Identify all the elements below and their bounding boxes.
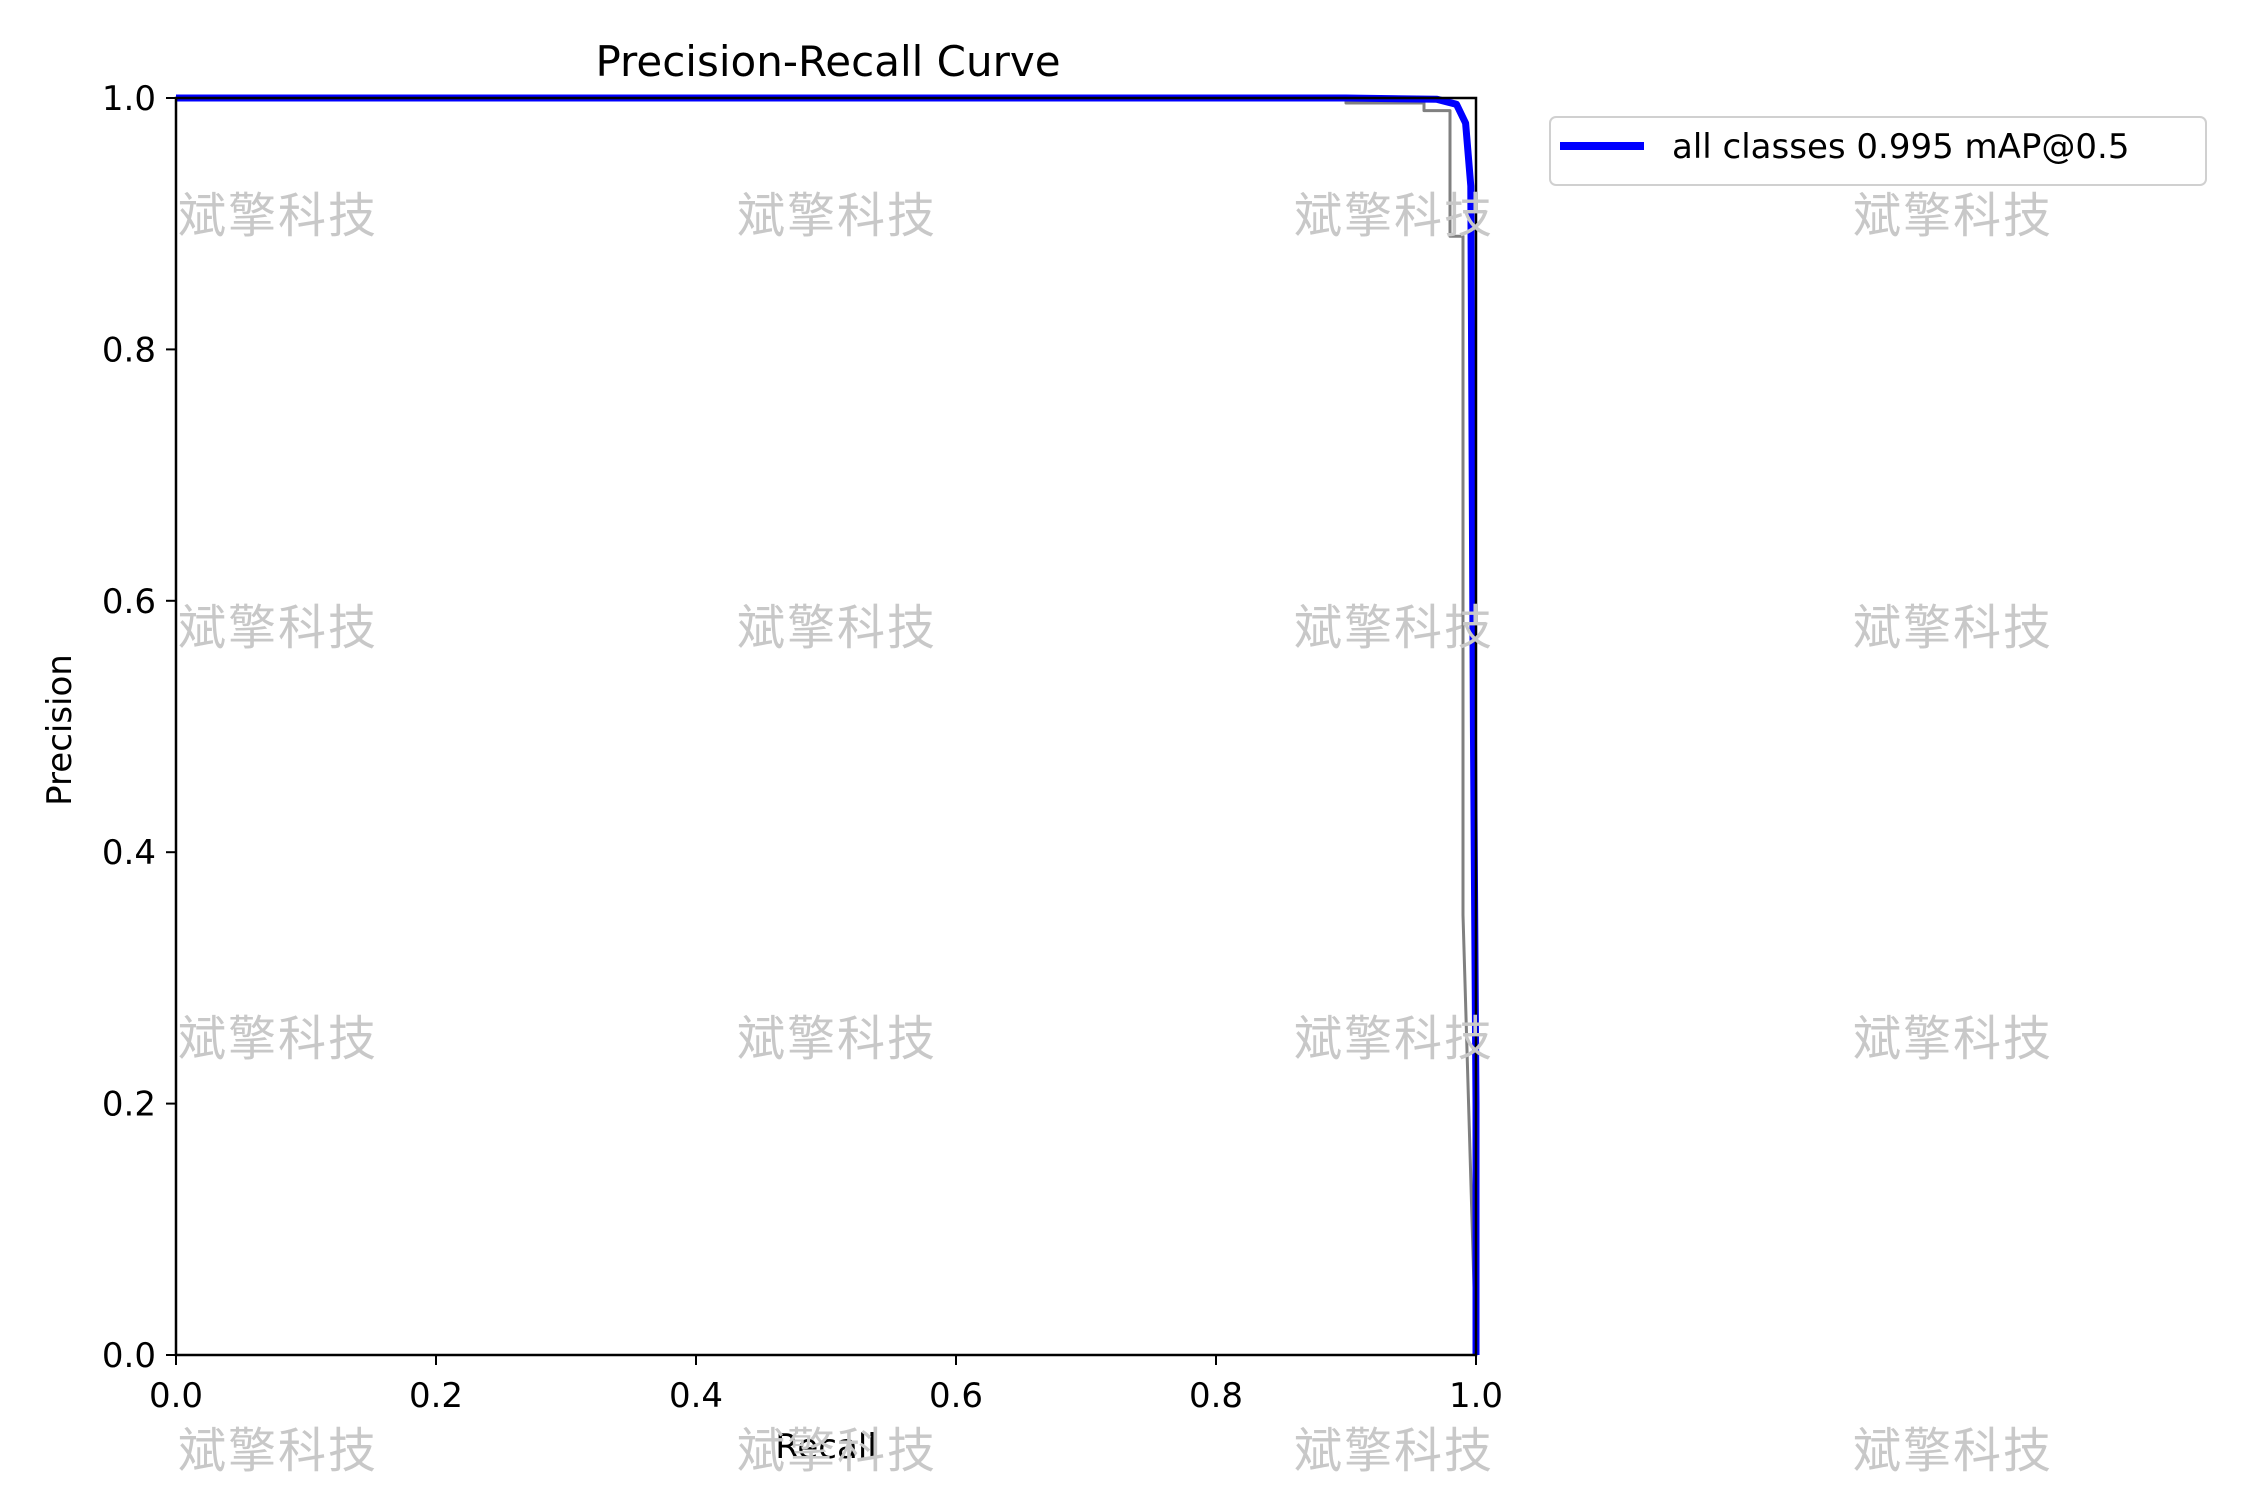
watermark-text: 斌擎科技 <box>1853 188 2054 244</box>
y-tick-label: 0.2 <box>102 1085 156 1125</box>
legend-label-all-classes: all classes 0.995 mAP@0.5 <box>1672 127 2129 167</box>
x-tick-label: 0.4 <box>669 1376 723 1416</box>
watermark-text: 斌擎科技 <box>737 1011 938 1067</box>
y-tick-label: 1.0 <box>102 79 156 119</box>
y-tick-label: 0.6 <box>102 582 156 622</box>
x-axis-ticks: 0.0 0.2 0.4 0.6 0.8 1.0 <box>149 1355 1503 1416</box>
y-axis-label: Precision <box>40 654 80 806</box>
watermark-text: 斌擎科技 <box>737 188 938 244</box>
watermark-text: 斌擎科技 <box>178 600 379 656</box>
y-tick-label: 0.4 <box>102 833 156 873</box>
watermark-text: 斌擎科技 <box>1853 1423 2054 1479</box>
y-tick-label: 0.0 <box>102 1336 156 1376</box>
watermark-text: 斌擎科技 <box>1294 1011 1495 1067</box>
y-tick-label: 0.8 <box>102 330 156 370</box>
watermark-text: 斌擎科技 <box>737 1423 938 1479</box>
watermark-text: 斌擎科技 <box>737 600 938 656</box>
x-tick-label: 0.6 <box>929 1376 983 1416</box>
x-tick-label: 0.8 <box>1189 1376 1243 1416</box>
watermark-text: 斌擎科技 <box>1294 1423 1495 1479</box>
plot-frame <box>174 96 1478 1357</box>
watermark-text: 斌擎科技 <box>178 188 379 244</box>
watermark-text: 斌擎科技 <box>1853 600 2054 656</box>
watermark-text: 斌擎科技 <box>1294 188 1495 244</box>
series-layer <box>176 94 1480 1356</box>
watermark-text: 斌擎科技 <box>1294 600 1495 656</box>
watermark-text: 斌擎科技 <box>178 1011 379 1067</box>
y-axis-ticks: 0.0 0.2 0.4 0.6 0.8 1.0 <box>102 79 176 1376</box>
series-line-all-classes <box>176 94 1480 1355</box>
legend-box <box>1549 116 2207 186</box>
chart-title: Precision-Recall Curve <box>595 37 1060 86</box>
x-tick-label: 0.0 <box>149 1376 203 1416</box>
x-axis-label: Recall <box>775 1427 876 1467</box>
legend: all classes 0.995 mAP@0.5 <box>1549 116 2207 186</box>
x-tick-label: 1.0 <box>1449 1376 1503 1416</box>
watermark-text: 斌擎科技 <box>178 1423 379 1479</box>
x-tick-label: 0.2 <box>409 1376 463 1416</box>
series-line-class <box>176 96 1478 1356</box>
watermark-text: 斌擎科技 <box>1853 1011 2054 1067</box>
